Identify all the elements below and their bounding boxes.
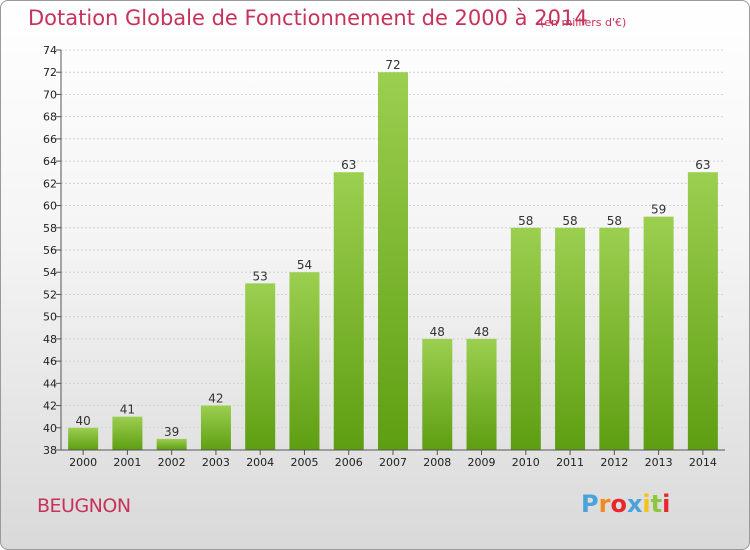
value-label-2009: 48 xyxy=(474,325,489,339)
x-tick-label-2007: 2007 xyxy=(379,456,407,469)
x-tick-label-2000: 2000 xyxy=(69,456,97,469)
y-tick-label: 48 xyxy=(43,333,57,346)
bar-2005 xyxy=(289,272,320,450)
x-tick-label-2012: 2012 xyxy=(600,456,628,469)
bar-2006 xyxy=(333,172,364,450)
logo-letter: x xyxy=(626,490,643,518)
value-label-2014: 63 xyxy=(695,158,710,172)
x-tick-label-2004: 2004 xyxy=(246,456,274,469)
logo-letter: t xyxy=(650,490,663,518)
y-tick-label: 42 xyxy=(43,400,57,413)
y-tick-label: 54 xyxy=(43,266,57,279)
x-tick-label-2003: 2003 xyxy=(202,456,230,469)
logo-letter: o xyxy=(610,490,627,518)
value-label-2002: 39 xyxy=(164,425,179,439)
x-tick-label-2010: 2010 xyxy=(512,456,540,469)
chart-title: Dotation Globale de Fonctionnement de 20… xyxy=(28,6,588,30)
y-tick-label: 56 xyxy=(43,244,57,257)
value-label-2006: 63 xyxy=(341,158,356,172)
value-label-2010: 58 xyxy=(518,214,533,228)
y-tick-label: 50 xyxy=(43,311,57,324)
bar-2010 xyxy=(510,227,541,450)
bar-2000 xyxy=(68,427,99,450)
x-tick-label-2014: 2014 xyxy=(689,456,717,469)
value-label-2013: 59 xyxy=(651,203,666,217)
value-label-2003: 42 xyxy=(208,392,223,406)
x-tick-label-2013: 2013 xyxy=(645,456,673,469)
bar-2002 xyxy=(156,438,187,450)
y-tick-label: 38 xyxy=(43,444,57,457)
y-tick-label: 44 xyxy=(43,377,57,390)
y-tick-label: 40 xyxy=(43,422,57,435)
y-tick-label: 74 xyxy=(43,44,57,57)
logo-letter: i xyxy=(662,490,671,518)
value-label-2005: 54 xyxy=(297,258,312,272)
x-tick-label-2006: 2006 xyxy=(335,456,363,469)
value-label-2011: 58 xyxy=(562,214,577,228)
x-tick-label-2005: 2005 xyxy=(290,456,318,469)
bar-2014 xyxy=(687,172,718,450)
y-tick-label: 58 xyxy=(43,222,57,235)
bar-2003 xyxy=(200,405,231,450)
y-tick-label: 46 xyxy=(43,355,57,368)
y-tick-label: 60 xyxy=(43,200,57,213)
x-tick-label-2001: 2001 xyxy=(113,456,141,469)
logo-letter: P xyxy=(581,490,599,518)
bar-2012 xyxy=(599,227,630,450)
bar-2009 xyxy=(466,338,497,450)
x-tick-label-2011: 2011 xyxy=(556,456,584,469)
value-label-2000: 40 xyxy=(75,414,90,428)
value-label-2008: 48 xyxy=(430,325,445,339)
y-tick-label: 70 xyxy=(43,88,57,101)
commune-name: BEUGNON xyxy=(37,495,131,517)
x-tick-label-2008: 2008 xyxy=(423,456,451,469)
bar-2013 xyxy=(643,216,674,450)
y-tick-label: 62 xyxy=(43,177,57,190)
x-tick-label-2002: 2002 xyxy=(158,456,186,469)
bar-2001 xyxy=(112,416,143,450)
x-tick-label-2009: 2009 xyxy=(468,456,496,469)
proxiti-logo[interactable]: Proxiti xyxy=(581,490,670,518)
logo-letter: i xyxy=(642,490,651,518)
bar-2007 xyxy=(378,72,408,450)
bar-2008 xyxy=(422,338,453,450)
value-label-2007: 72 xyxy=(385,58,400,72)
bar-2011 xyxy=(555,227,586,450)
value-label-2001: 41 xyxy=(120,403,135,417)
y-tick-label: 72 xyxy=(43,66,57,79)
y-tick-label: 64 xyxy=(43,155,57,168)
y-tick-label: 68 xyxy=(43,111,57,124)
value-label-2012: 58 xyxy=(607,214,622,228)
value-label-2004: 53 xyxy=(253,269,268,283)
bar-2004 xyxy=(245,283,276,450)
chart-subtitle: (en milliers d'€) xyxy=(540,16,627,29)
logo-letter: r xyxy=(598,490,611,518)
y-tick-label: 52 xyxy=(43,288,57,301)
y-tick-label: 66 xyxy=(43,133,57,146)
